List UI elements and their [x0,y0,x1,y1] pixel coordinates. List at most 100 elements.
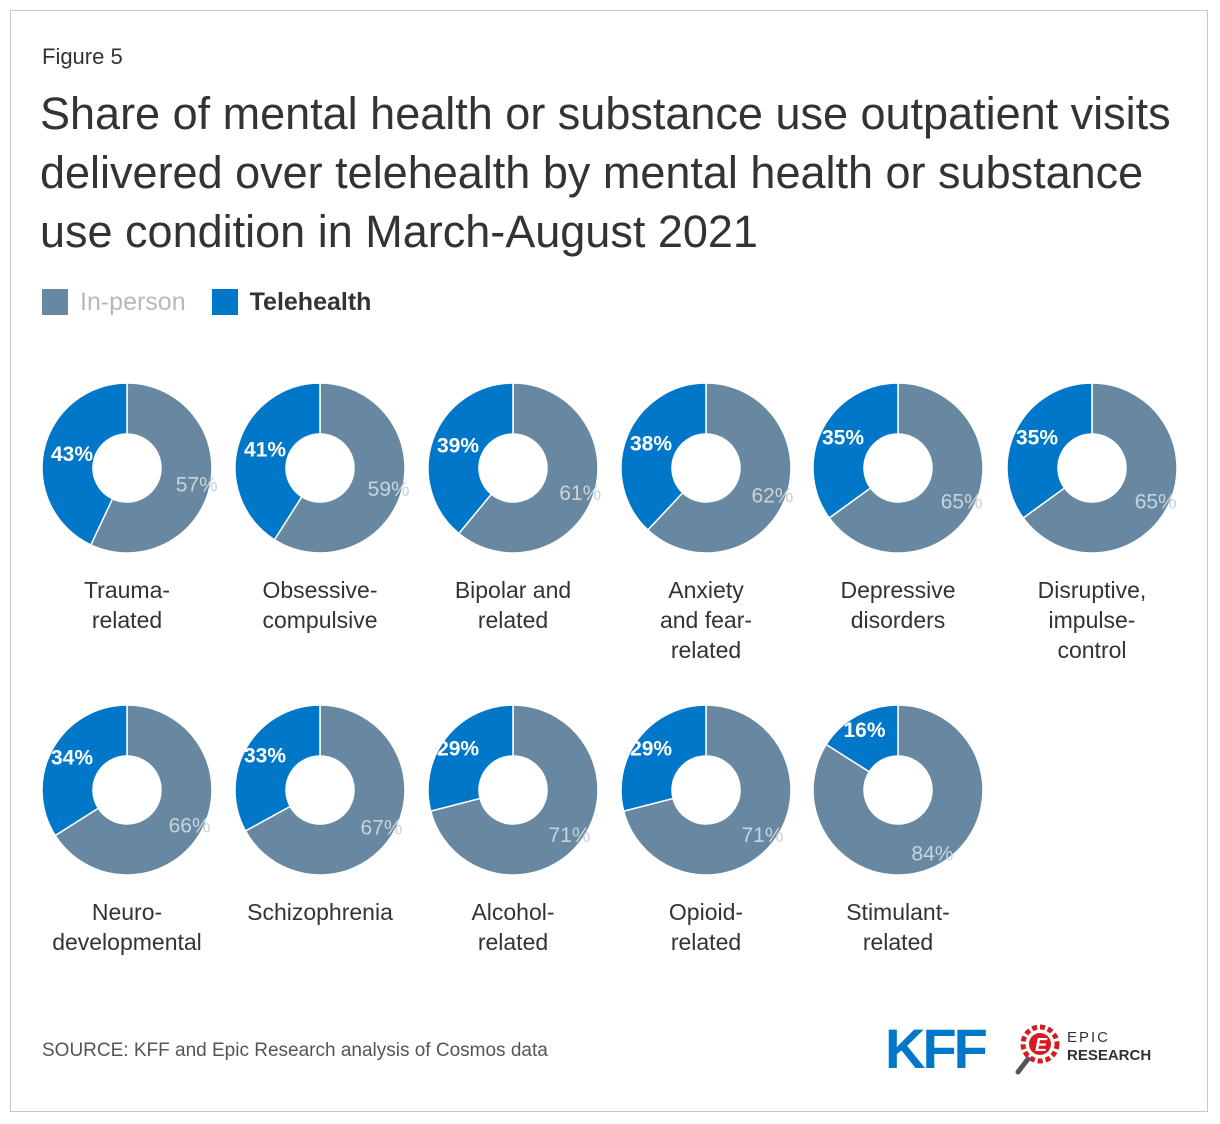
slice-telehealth [427,704,514,813]
data-label-telehealth: 35% [822,426,864,449]
legend-swatch-telehealth [211,289,238,315]
legend-label-telehealth: Telehealth [249,287,372,316]
slice-inperson [646,382,792,554]
category-label-line: compulsive [262,607,377,633]
data-label-inperson: 71% [548,824,590,847]
category-label: Bipolar and related [455,577,571,633]
category-label-line: Trauma- [84,577,170,603]
slice-telehealth [620,382,707,532]
data-label-inperson: 62% [751,484,793,507]
category-label: Depressive disorders [840,577,955,633]
legend-item-inperson[interactable]: In-person [42,288,186,317]
donut-4[interactable]: 38% 62% Anxiety and fear-related [620,382,793,663]
category-label-line: related [478,607,548,633]
data-label-inperson: 67% [361,816,403,839]
slice-telehealth [234,382,321,541]
donut-7[interactable]: 34% 66% Neuro-developmental [41,704,213,955]
data-label-telehealth: 33% [244,745,286,768]
slice-inperson [622,704,792,876]
slice-inperson [429,704,599,876]
category-label-line: Disruptive, [1038,577,1147,603]
slice-inperson [1022,382,1178,554]
category-label: Anxiety and fear-related [660,577,752,663]
category-label-line: disorders [851,607,946,633]
category-label-line: related [92,607,162,633]
donut-9[interactable]: 29% 71% Alcohol-related [427,704,599,955]
research-word: RESEARCH [1067,1047,1151,1064]
data-label-inperson: 71% [741,824,783,847]
data-label-inperson: 65% [1135,490,1177,513]
data-label-telehealth: 39% [437,434,479,457]
epic-word: EPIC [1067,1029,1110,1046]
figure-frame [10,10,1208,1112]
slice-inperson [828,382,984,554]
figure-label: Figure 5 [42,44,123,69]
gear-icon [1020,1024,1060,1064]
donut-5[interactable]: 35% 65% Depressive disorders [812,382,984,633]
category-label: Disruptive, impulse-control [1038,577,1147,663]
category-label-line: impulse- [1049,607,1136,633]
category-label: Neuro-developmental [52,899,202,955]
epic-badge-letter: E [1035,1035,1048,1055]
data-label-telehealth: 43% [51,443,93,466]
category-label-line: Depressive [840,577,955,603]
category-label-line: related [671,929,741,955]
kff-logo: KFF [885,1017,987,1080]
magnifier-handle-icon [1015,1056,1031,1075]
data-label-inperson: 84% [911,843,953,866]
category-label-line: Obsessive- [262,577,377,603]
category-label-line: related [863,929,933,955]
category-label-line: and fear- [660,607,752,633]
category-label-line: Neuro- [92,899,162,925]
legend-swatch-inperson [42,289,68,315]
data-label-inperson: 57% [176,474,218,497]
epic-research-logo: E EPIC RESEARCH [1015,1024,1151,1075]
data-label-telehealth: 16% [844,719,886,742]
slice-inperson [812,704,984,876]
category-label-line: Schizophrenia [247,899,393,925]
category-label: Alcohol-related [471,899,554,955]
slice-telehealth [41,704,128,837]
slice-telehealth [1006,382,1093,520]
slice-telehealth [41,382,128,546]
donut-2[interactable]: 41% 59% Obsessive-compulsive [234,382,410,633]
category-label: Schizophrenia [247,899,393,925]
data-label-telehealth: 29% [630,737,672,760]
slice-inperson [273,382,406,554]
chart-title: Share of mental health or substance use … [40,88,1171,257]
gear-center-icon [1029,1033,1051,1055]
donut-1[interactable]: 43% 57% Trauma-related [41,382,218,633]
data-label-telehealth: 35% [1016,426,1058,449]
donut-8[interactable]: 33% 67% Schizophrenia [234,704,406,925]
legend-item-telehealth[interactable]: Telehealth [211,287,372,317]
category-label-line: Anxiety [668,577,744,603]
legend: In-person Telehealth [42,286,397,318]
category-label: Obsessive-compulsive [262,577,377,633]
data-label-telehealth: 38% [630,432,672,455]
slice-telehealth [620,704,707,813]
slice-telehealth [825,704,899,773]
slice-inperson [457,382,599,554]
category-label: Stimulant-related [846,899,950,955]
category-label: Trauma-related [84,577,170,633]
slice-inperson [89,382,213,554]
category-label-line: Alcohol- [471,899,554,925]
donut-11[interactable]: 16% 84% Stimulant-related [812,704,984,955]
category-label-line: related [671,637,741,663]
data-label-telehealth: 29% [437,737,479,760]
data-label-inperson: 66% [169,814,211,837]
data-label-inperson: 61% [559,482,601,505]
slice-telehealth [234,704,321,832]
category-label-line: developmental [52,929,202,955]
source-note: SOURCE: KFF and Epic Research analysis o… [42,1040,548,1061]
logos: KFF E EPIC RESEARCH [885,1017,1151,1080]
category-label-line: Bipolar and [455,577,571,603]
slice-telehealth [427,382,514,535]
donut-10[interactable]: 29% 71% Opioid-related [620,704,792,955]
category-label: Opioid-related [669,899,743,955]
slice-telehealth [812,382,899,520]
category-label-line: Opioid- [669,899,743,925]
donut-6[interactable]: 35% 65% Disruptive, impulse-control [1006,382,1178,663]
donut-3[interactable]: 39% 61% Bipolar and related [427,382,601,633]
data-label-telehealth: 34% [51,747,93,770]
